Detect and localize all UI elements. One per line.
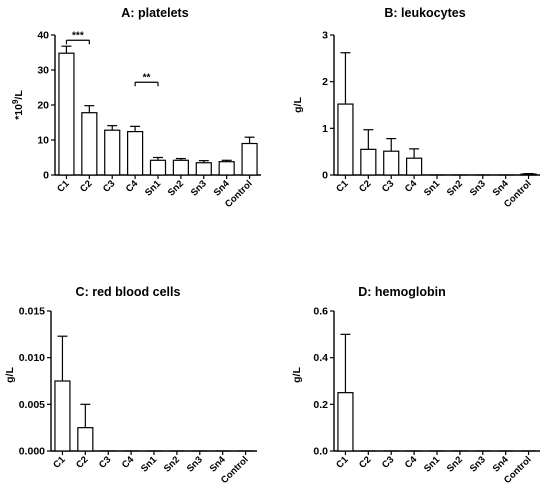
y-axis-label: g/L (292, 97, 304, 113)
y-axis-label: g/L (4, 367, 16, 383)
x-tick-label: C2 (357, 178, 373, 194)
bar (360, 148, 377, 176)
y-axis-label: *109/L (11, 90, 25, 120)
y-axis-label-unit: /L (13, 90, 25, 100)
y-tick-label: 0.6 (313, 306, 328, 318)
x-tick-label: Sn1 (139, 454, 160, 475)
y-tick-label: 0 (322, 170, 328, 182)
x-tick-label: C3 (380, 178, 396, 194)
x-tick-label: Sn3 (468, 178, 488, 198)
x-tick-label: C3 (97, 454, 113, 470)
y-tick-label: 0.4 (313, 352, 328, 364)
x-tick-label: C3 (380, 454, 396, 470)
x-tick-label: C4 (403, 178, 420, 195)
x-tick-label: C2 (78, 178, 94, 194)
x-tick-label: Sn1 (422, 454, 443, 475)
chart-title: A: platelets (121, 6, 188, 20)
y-tick-label: 40 (37, 30, 49, 42)
y-tick-label: 0 (43, 170, 49, 182)
panel-hemoglobin: D: hemoglobin g/L 0.00.20.40.6C1 C2 C3 C4 Sn… (291, 285, 540, 486)
bar (337, 392, 354, 452)
y-tick-label: 0.0 (313, 446, 328, 458)
y-axis-label-base: *10 (13, 104, 25, 120)
x-tick-label: Sn3 (189, 178, 209, 198)
bar (241, 142, 258, 176)
bar (81, 112, 98, 176)
y-tick-label: 0.005 (19, 399, 45, 411)
x-tick-label: C1 (334, 178, 351, 195)
bar (127, 131, 144, 176)
bar (172, 159, 189, 176)
x-tick-label: C2 (74, 454, 90, 470)
bar (77, 427, 94, 452)
chart-title: B: leukocytes (384, 6, 465, 20)
x-tick-label: Sn2 (166, 178, 186, 198)
x-tick-label: C4 (120, 454, 137, 471)
panel-platelets: A: platelets *109/L 0 10 20 30 40 C1 C2 C3 C4 Sn1… (11, 6, 261, 210)
y-tick-label: 0.2 (313, 399, 328, 411)
panel-red-blood-cells: C: red blood cells g/L 0.000 0.005 0.010 0.… (4, 285, 257, 486)
chart-title: C: red blood cells (76, 285, 181, 299)
x-tick-label: Sn2 (445, 178, 465, 198)
y-tick-label: 30 (37, 65, 49, 77)
y-tick-label: 0.010 (19, 352, 45, 364)
y-axis-label: g/L (291, 367, 303, 383)
x-tick-label: Sn1 (143, 178, 164, 199)
x-tick-label: Sn3 (185, 454, 205, 474)
y-axis-label-exponent: 9 (11, 99, 20, 104)
x-tick-label: C1 (51, 454, 68, 471)
bar (149, 159, 167, 176)
chart-title: D: hemoglobin (358, 285, 446, 299)
bar (195, 162, 212, 176)
bar (406, 157, 423, 176)
y-tick-label: 20 (37, 100, 49, 112)
y-tick-label: 10 (37, 135, 49, 147)
x-tick-label: Sn3 (468, 454, 488, 474)
x-tick-label: Sn2 (162, 454, 182, 474)
y-tick-label: 0.000 (19, 446, 45, 458)
significance-label: *** (72, 30, 84, 41)
x-tick-label: C3 (101, 178, 117, 194)
y-tick-label: 2 (322, 76, 328, 88)
bar (104, 129, 121, 176)
x-tick-label: C1 (334, 454, 351, 471)
bar (337, 103, 354, 176)
bar (383, 150, 400, 176)
x-tick-label: C4 (124, 178, 141, 195)
significance-label: ** (143, 72, 151, 83)
bar (54, 380, 71, 452)
x-tick-label: C4 (403, 454, 420, 471)
bar (520, 173, 537, 176)
x-tick-label: C2 (357, 454, 373, 470)
y-tick-label: 0.015 (19, 306, 45, 318)
x-tick-label: Sn1 (422, 178, 443, 199)
y-tick-label: 3 (322, 30, 328, 42)
bar (218, 161, 235, 176)
y-tick-label: 1 (322, 123, 328, 135)
x-tick-label: Sn2 (445, 454, 465, 474)
x-tick-label: C1 (55, 178, 72, 195)
bar (58, 52, 75, 176)
